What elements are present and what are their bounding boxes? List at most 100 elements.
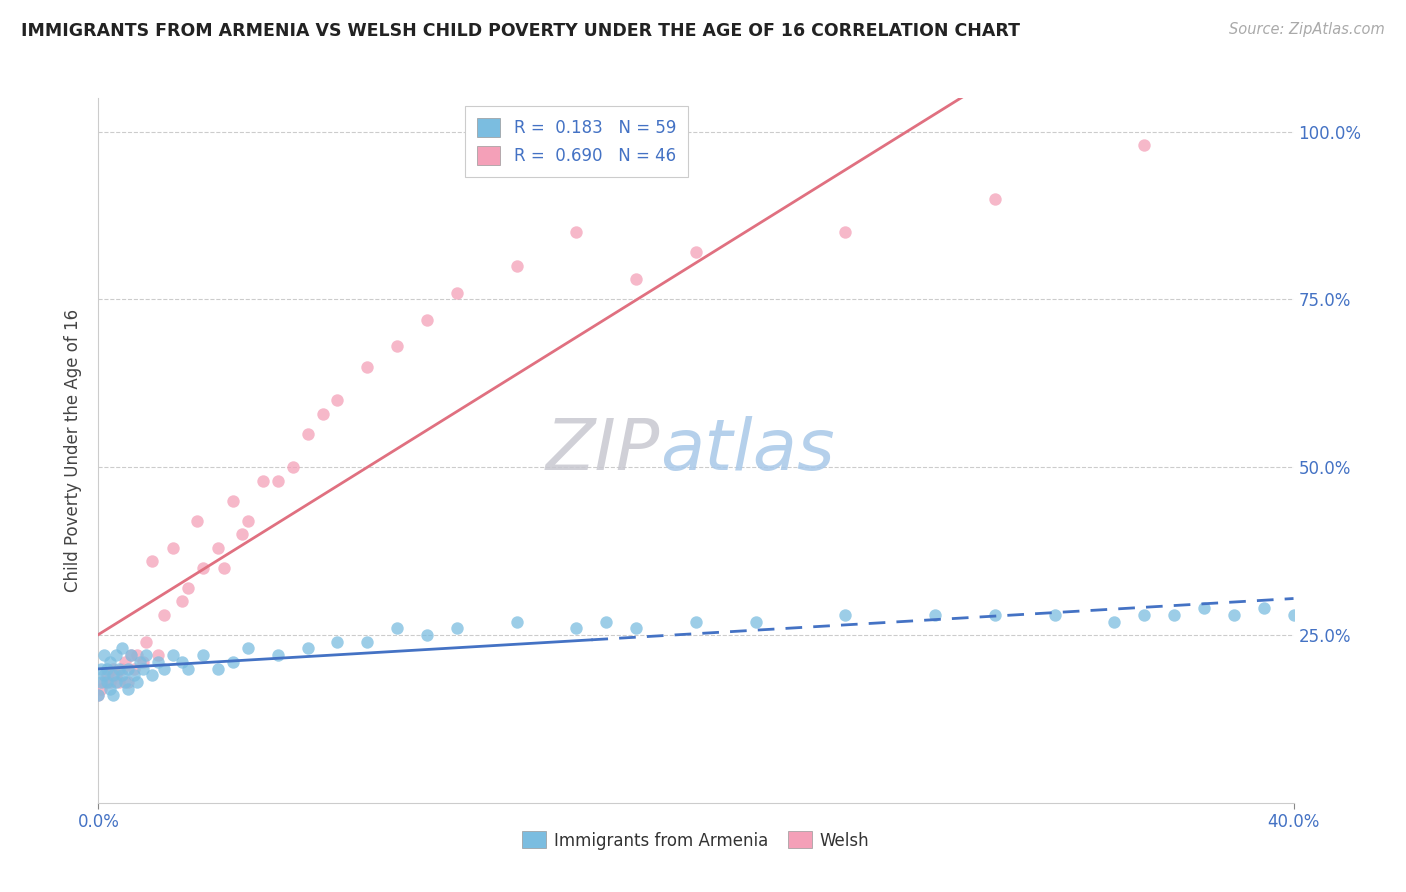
Text: Source: ZipAtlas.com: Source: ZipAtlas.com <box>1229 22 1385 37</box>
Point <box>87 689 110 703</box>
Text: IMMIGRANTS FROM ARMENIA VS WELSH CHILD POVERTY UNDER THE AGE OF 16 CORRELATION C: IMMIGRANTS FROM ARMENIA VS WELSH CHILD P… <box>21 22 1021 40</box>
Point <box>984 192 1007 206</box>
Point <box>231 527 253 541</box>
Point <box>356 359 378 374</box>
Point <box>90 681 112 696</box>
Point <box>326 634 349 648</box>
Point <box>506 615 529 629</box>
Point <box>90 675 112 690</box>
Point <box>108 662 131 676</box>
Point <box>834 607 856 622</box>
Point <box>103 662 125 676</box>
Point <box>111 662 134 676</box>
Point <box>132 655 155 669</box>
Point <box>222 655 245 669</box>
Point <box>177 581 200 595</box>
Point <box>153 662 176 676</box>
Point <box>984 607 1007 622</box>
Point <box>114 655 136 669</box>
Point <box>172 594 194 608</box>
Point <box>117 681 139 696</box>
Point <box>281 460 304 475</box>
Point <box>207 541 229 555</box>
Point <box>90 662 112 676</box>
Point <box>132 662 155 676</box>
Point <box>124 668 146 682</box>
Point <box>311 407 333 421</box>
Point <box>416 312 439 326</box>
Point <box>1223 607 1246 622</box>
Point <box>127 675 149 690</box>
Point <box>191 561 214 575</box>
Point <box>446 621 468 635</box>
Point <box>385 339 409 353</box>
Point <box>356 634 378 648</box>
Point <box>120 648 142 662</box>
Point <box>834 225 856 239</box>
Point <box>162 541 184 555</box>
Point <box>111 668 134 682</box>
Point <box>685 615 707 629</box>
Point <box>685 245 707 260</box>
Point <box>212 561 235 575</box>
Point <box>236 641 259 656</box>
Point <box>385 621 409 635</box>
Point <box>93 668 115 682</box>
Point <box>446 285 468 300</box>
Point <box>105 675 128 690</box>
Point <box>297 641 319 656</box>
Point <box>1253 601 1275 615</box>
Point <box>124 662 146 676</box>
Text: ZIP: ZIP <box>546 416 661 485</box>
Point <box>186 514 208 528</box>
Point <box>98 655 122 669</box>
Point <box>326 393 349 408</box>
Point <box>416 628 439 642</box>
Point <box>98 675 122 690</box>
Point <box>148 655 170 669</box>
Point <box>93 675 115 690</box>
Point <box>93 648 115 662</box>
Point <box>114 675 136 690</box>
Point <box>626 272 648 286</box>
Point <box>191 648 214 662</box>
Point <box>1133 607 1156 622</box>
Point <box>172 655 194 669</box>
Point <box>745 615 768 629</box>
Point <box>96 662 118 676</box>
Point <box>141 554 163 568</box>
Point <box>103 689 125 703</box>
Point <box>177 662 200 676</box>
Point <box>222 493 245 508</box>
Point <box>96 675 118 690</box>
Point <box>162 648 184 662</box>
Point <box>297 426 319 441</box>
Point <box>117 662 139 676</box>
Point <box>506 259 529 273</box>
Point <box>141 668 163 682</box>
Point <box>148 648 170 662</box>
Point <box>117 675 139 690</box>
Point <box>120 648 142 662</box>
Point <box>924 607 946 622</box>
Point <box>595 615 617 629</box>
Point <box>135 648 157 662</box>
Point <box>1104 615 1126 629</box>
Point <box>135 634 157 648</box>
Point <box>565 225 588 239</box>
Point <box>1133 138 1156 153</box>
Point <box>267 474 290 488</box>
Point <box>236 514 259 528</box>
Point <box>129 655 152 669</box>
Point <box>207 662 229 676</box>
Point <box>252 474 274 488</box>
Point <box>153 607 176 622</box>
Legend: Immigrants from Armenia, Welsh: Immigrants from Armenia, Welsh <box>515 823 877 858</box>
Point <box>1163 607 1185 622</box>
Point <box>111 641 134 656</box>
Point <box>98 681 122 696</box>
Point <box>1043 607 1066 622</box>
Point <box>626 621 648 635</box>
Point <box>565 621 588 635</box>
Point <box>105 668 128 682</box>
